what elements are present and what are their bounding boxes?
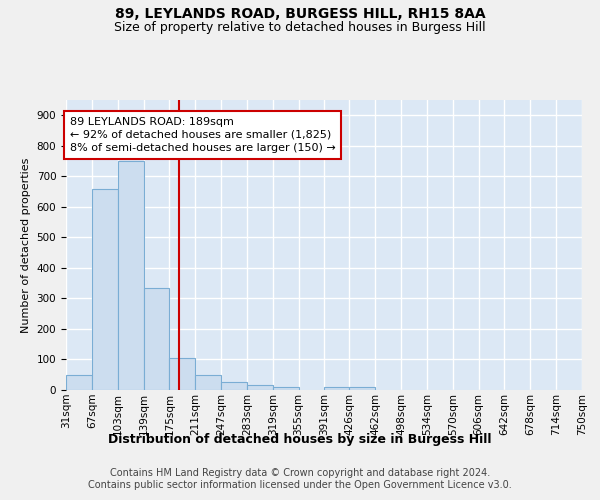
- Y-axis label: Number of detached properties: Number of detached properties: [21, 158, 31, 332]
- Bar: [143, 288, 169, 390]
- Bar: [349, 387, 376, 390]
- Text: Size of property relative to detached houses in Burgess Hill: Size of property relative to detached ho…: [114, 21, 486, 34]
- Bar: [247, 386, 272, 390]
- Bar: [118, 161, 143, 390]
- Bar: [272, 387, 299, 390]
- Text: Contains HM Land Registry data © Crown copyright and database right 2024.
Contai: Contains HM Land Registry data © Crown c…: [88, 468, 512, 490]
- Bar: [169, 358, 195, 390]
- Bar: [195, 374, 221, 390]
- Text: Distribution of detached houses by size in Burgess Hill: Distribution of detached houses by size …: [108, 432, 492, 446]
- Bar: [325, 387, 349, 390]
- Text: 89, LEYLANDS ROAD, BURGESS HILL, RH15 8AA: 89, LEYLANDS ROAD, BURGESS HILL, RH15 8A…: [115, 8, 485, 22]
- Bar: [221, 382, 247, 390]
- Bar: [92, 188, 118, 390]
- Bar: [66, 374, 92, 390]
- Text: 89 LEYLANDS ROAD: 189sqm
← 92% of detached houses are smaller (1,825)
8% of semi: 89 LEYLANDS ROAD: 189sqm ← 92% of detach…: [70, 117, 335, 153]
